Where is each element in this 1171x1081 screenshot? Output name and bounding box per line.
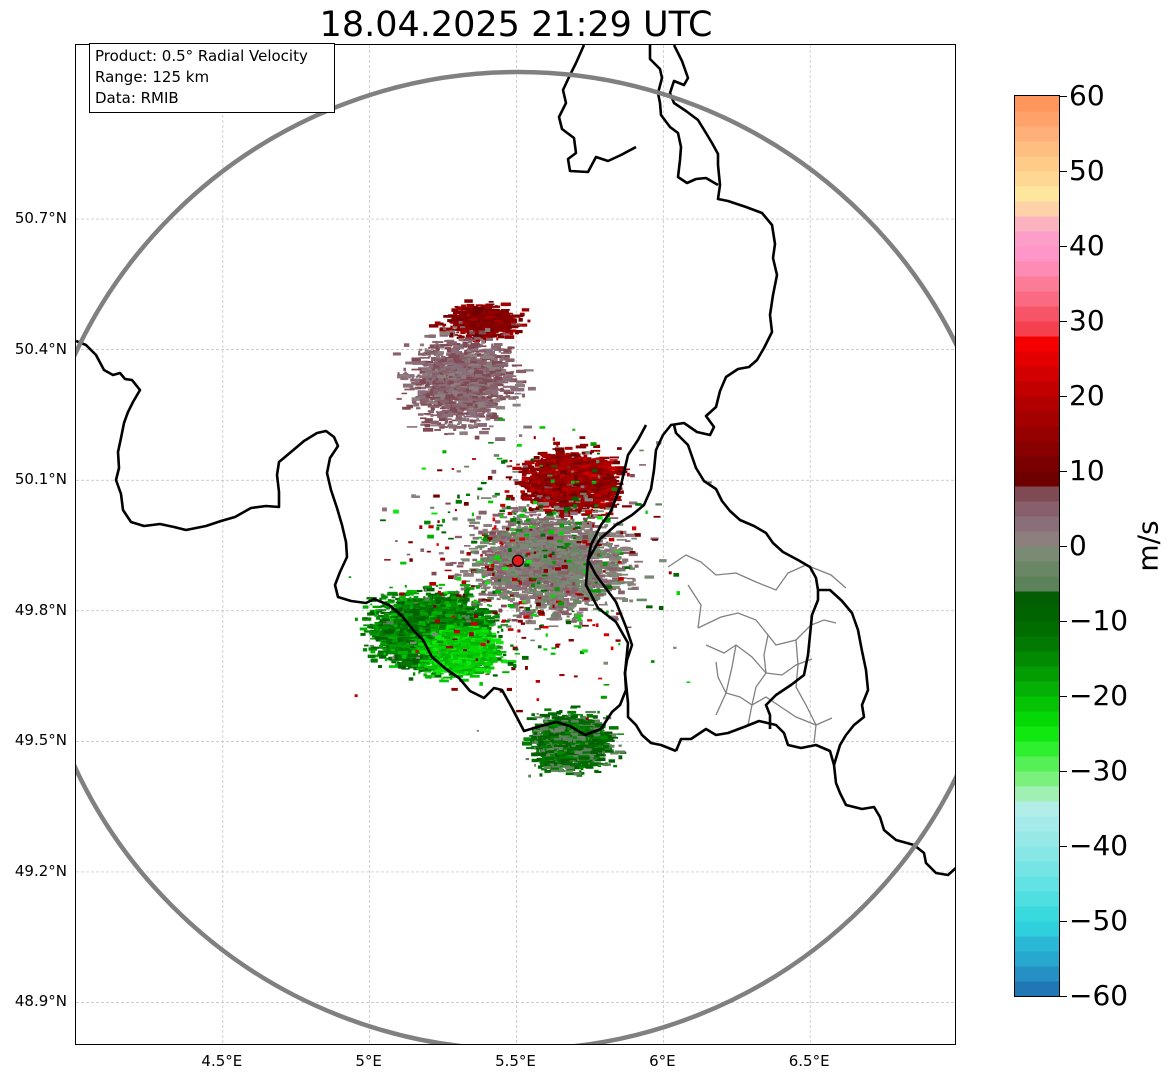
colorbar-tick-label: 10 xyxy=(1069,454,1105,487)
colorbar-tick xyxy=(1060,471,1067,472)
colorbar-tick-label: 40 xyxy=(1069,229,1105,262)
colorbar-tick xyxy=(1060,171,1067,172)
colorbar-tick-label: −30 xyxy=(1069,754,1129,787)
lon-tick-label: 6.5°E xyxy=(788,1052,830,1070)
colorbar-gradient xyxy=(1015,96,1059,996)
colorbar-tick xyxy=(1060,396,1067,397)
colorbar-tick-label: −60 xyxy=(1069,979,1129,1012)
colorbar-tick-label: −20 xyxy=(1069,679,1129,712)
colorbar-tick xyxy=(1060,246,1067,247)
colorbar-tick xyxy=(1060,321,1067,322)
radar-echoes xyxy=(348,299,712,778)
radar-map-canvas xyxy=(76,45,955,1044)
colorbar-tick-label: −50 xyxy=(1069,904,1129,937)
lat-tick-label: 50.4°N xyxy=(14,339,67,358)
colorbar-tick-label: 50 xyxy=(1069,154,1105,187)
data-source-label: Data: RMIB xyxy=(95,89,179,107)
colorbar-tick-label: −10 xyxy=(1069,604,1129,637)
lon-tick-label: 5°E xyxy=(355,1052,382,1070)
colorbar-tick xyxy=(1060,846,1067,847)
colorbar-tick xyxy=(1060,546,1067,547)
colorbar-tick-label: 20 xyxy=(1069,379,1105,412)
colorbar-tick-label: −40 xyxy=(1069,829,1129,862)
lat-tick-label: 50.1°N xyxy=(14,470,67,489)
colorbar-tick xyxy=(1060,696,1067,697)
range-label: Range: 125 km xyxy=(95,68,210,86)
colorbar-unit-label: m/s xyxy=(1131,520,1165,572)
colorbar-tick xyxy=(1060,996,1067,997)
colorbar-tick-label: 0 xyxy=(1069,529,1087,562)
colorbar-tick xyxy=(1060,621,1067,622)
lon-tick-label: 5.5°E xyxy=(495,1052,536,1070)
regional-borders xyxy=(667,554,847,744)
colorbar-tick xyxy=(1060,921,1067,922)
lon-tick-label: 4.5°E xyxy=(201,1052,243,1070)
product-info-box: Product: 0.5° Radial Velocity Range: 125… xyxy=(89,43,335,113)
country-borders xyxy=(76,45,955,877)
colorbar xyxy=(1014,95,1060,997)
lon-tick-label: 6°E xyxy=(649,1052,676,1070)
lat-tick-label: 50.7°N xyxy=(14,209,67,228)
colorbar-tick xyxy=(1060,96,1067,97)
lat-tick-label: 49.5°N xyxy=(14,731,67,750)
colorbar-tick-label: 60 xyxy=(1069,79,1105,112)
lat-tick-label: 49.2°N xyxy=(14,861,67,880)
product-label: Product: 0.5° Radial Velocity xyxy=(95,47,308,65)
radar-map[interactable] xyxy=(75,44,956,1045)
lat-tick-label: 49.8°N xyxy=(14,600,67,619)
colorbar-tick xyxy=(1060,771,1067,772)
radar-site-marker[interactable] xyxy=(511,554,525,567)
colorbar-tick-label: 30 xyxy=(1069,304,1105,337)
map-title: 18.04.2025 21:29 UTC xyxy=(319,5,713,45)
lat-tick-label: 48.9°N xyxy=(14,992,67,1011)
range-ring xyxy=(76,69,955,1044)
